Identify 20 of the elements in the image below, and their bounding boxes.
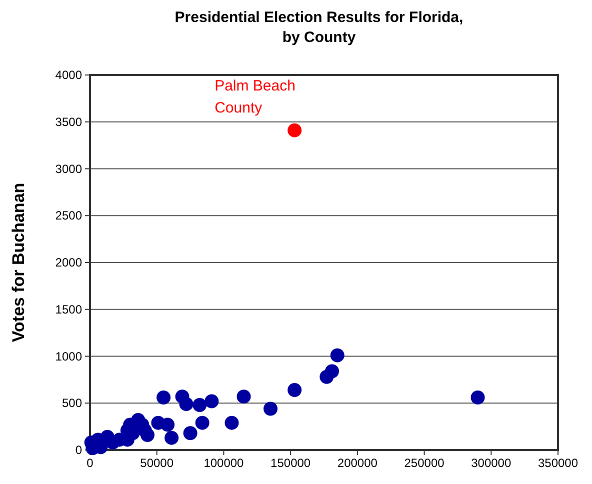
x-tick-label: 50000 bbox=[140, 456, 174, 470]
y-tick-label: 3000 bbox=[55, 162, 82, 176]
y-tick-label: 500 bbox=[62, 396, 82, 410]
y-tick-label: 4000 bbox=[55, 68, 82, 82]
x-tick-label: 200000 bbox=[337, 456, 378, 470]
y-tick-label: 1000 bbox=[55, 349, 82, 364]
x-tick-label: 300000 bbox=[471, 456, 512, 470]
chart-title: Presidential Election Results for Florida, by County bbox=[174, 9, 464, 46]
y-tick-label: 2000 bbox=[55, 256, 82, 270]
x-tick-label: 100000 bbox=[204, 456, 244, 470]
x-tick-label: 250000 bbox=[404, 456, 445, 470]
annotation: Palm Beach County bbox=[214, 77, 296, 116]
y-tick-label: 0 bbox=[75, 443, 82, 457]
y-tick-label: 1500 bbox=[55, 302, 82, 316]
x-tick-label: 0 bbox=[86, 456, 94, 470]
y-axis-title: Votes for Buchanan bbox=[9, 182, 28, 342]
x-tick-label: 350000 bbox=[538, 456, 578, 470]
y-tick-label: 3500 bbox=[55, 114, 82, 129]
x-tick-label: 150000 bbox=[270, 456, 311, 470]
y-tick-label: 2500 bbox=[55, 208, 82, 223]
